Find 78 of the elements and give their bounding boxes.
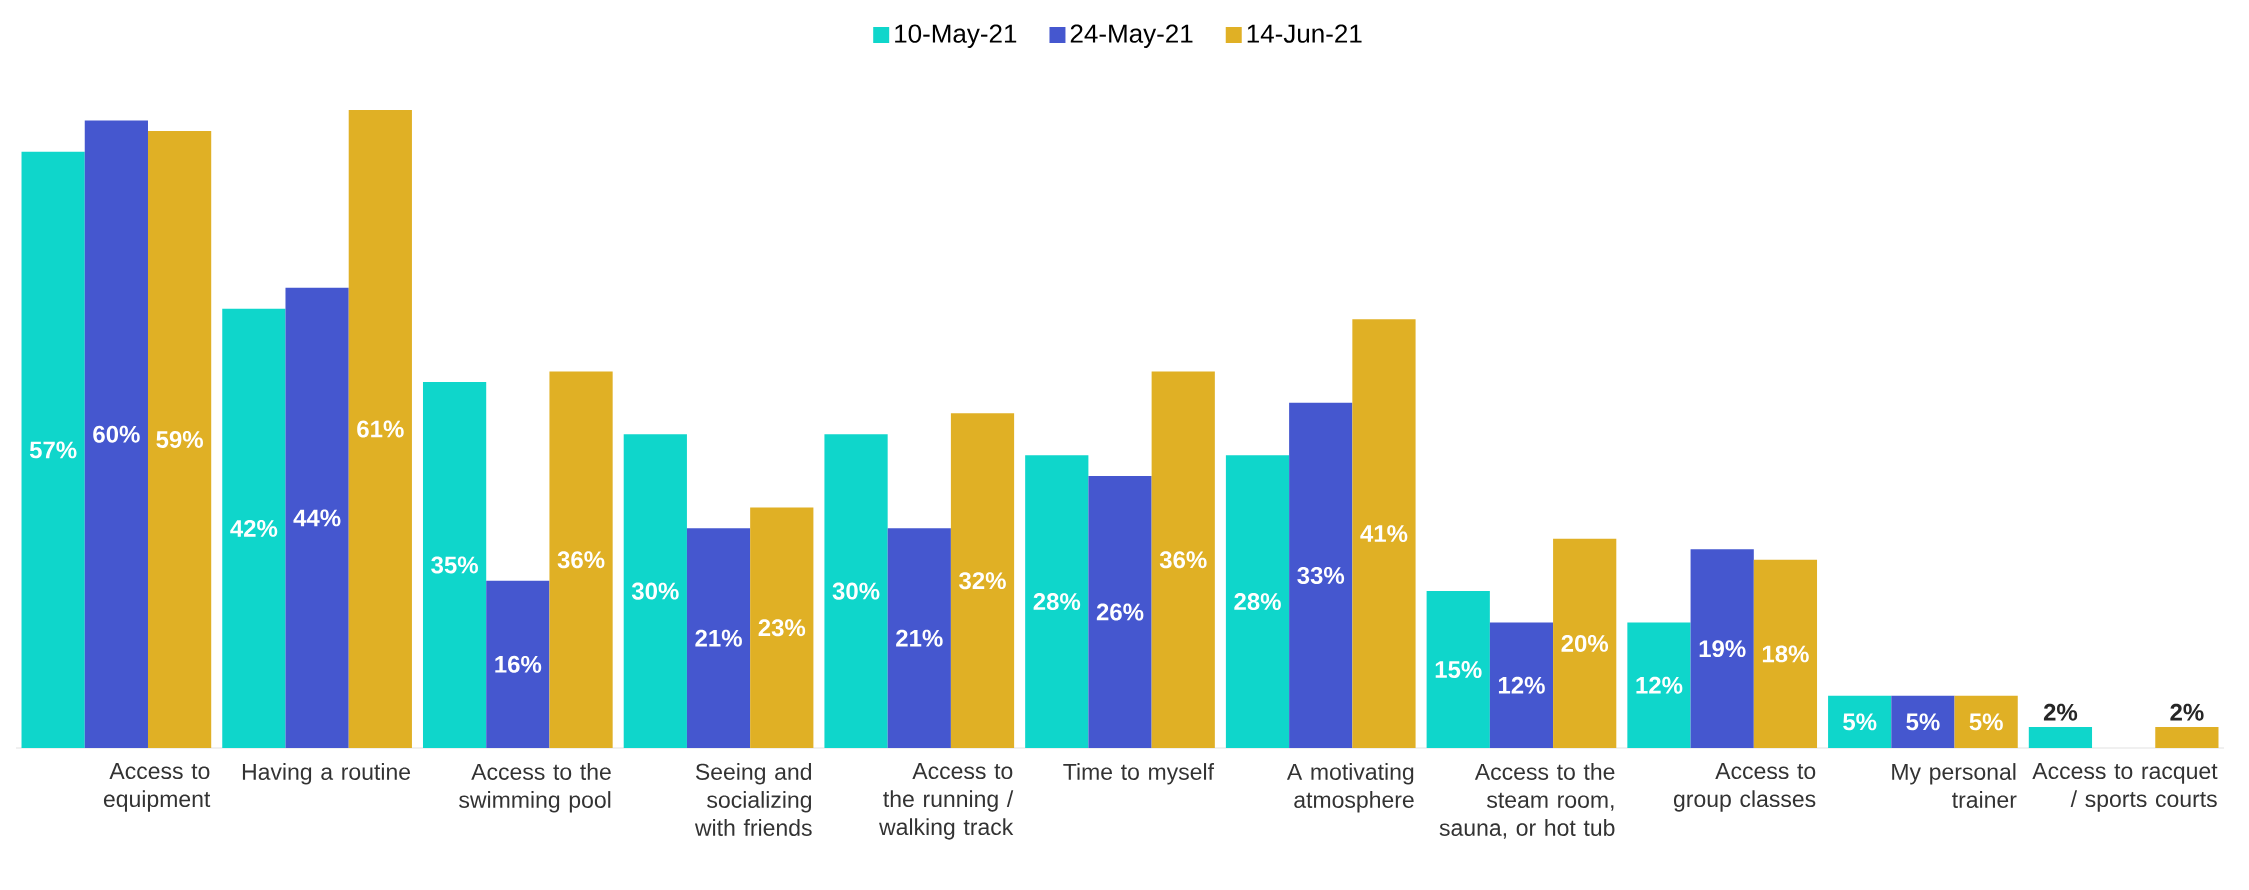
data-label: 42% xyxy=(230,519,278,537)
x-tick-label: Access to the running / walking track xyxy=(879,763,1014,840)
x-tick-label: Access to group classes xyxy=(1673,763,1816,812)
bar xyxy=(1289,402,1353,748)
data-label: 15% xyxy=(1435,661,1482,679)
bar xyxy=(285,287,349,748)
data-label: 21% xyxy=(896,629,943,647)
data-label: 33% xyxy=(1297,566,1345,584)
bar xyxy=(1627,622,1691,748)
bar xyxy=(1489,622,1554,748)
bar xyxy=(1225,455,1290,748)
x-tick-label: Access to the steam room, sauna, or hot tub xyxy=(1439,763,1615,839)
data-label: 57% xyxy=(29,441,77,459)
bar xyxy=(686,528,751,748)
data-label: 30% xyxy=(832,582,880,600)
data-label: 12% xyxy=(1636,676,1683,694)
x-tick-label: Seeing and socializing with friends xyxy=(694,763,812,836)
legend-label: 14-Jun-21 xyxy=(1247,24,1362,43)
bar xyxy=(348,110,412,748)
bar xyxy=(222,308,286,748)
bar xyxy=(950,413,1015,748)
data-label: 5% xyxy=(1843,713,1877,731)
data-label: 44% xyxy=(293,509,341,527)
bar xyxy=(750,507,814,748)
bar xyxy=(824,434,888,748)
bar xyxy=(1828,695,1892,748)
x-tick-label: A motivating atmosphere xyxy=(1286,763,1414,813)
x-tick-label: Time to myself xyxy=(1063,763,1215,785)
x-tick-label: Access to equipment xyxy=(103,763,211,812)
data-label: 35% xyxy=(431,556,478,574)
data-label: 2% xyxy=(2043,703,2078,721)
data-label: 18% xyxy=(1762,645,1809,663)
data-label: 60% xyxy=(93,425,140,443)
bar xyxy=(84,120,148,748)
data-label: 12% xyxy=(1498,676,1545,694)
x-tick-label: Having a routine xyxy=(242,763,411,785)
data-label: 28% xyxy=(1033,593,1081,611)
data-label: 36% xyxy=(1159,551,1207,569)
data-label: 5% xyxy=(1906,713,1940,731)
bar xyxy=(549,371,613,748)
bar xyxy=(1553,538,1617,748)
bar xyxy=(486,580,550,748)
x-tick-label: My personal trainer xyxy=(1892,763,2017,808)
legend-label: 24-May-21 xyxy=(1070,24,1193,48)
data-label: 59% xyxy=(156,430,203,448)
x-tick-label: Access to racquet / sports courts xyxy=(2032,763,2218,812)
bar xyxy=(422,381,487,748)
bar xyxy=(1352,319,1416,748)
data-label: 30% xyxy=(631,582,679,600)
bar xyxy=(1891,695,1955,748)
bar xyxy=(887,528,951,748)
data-label: 28% xyxy=(1234,593,1281,611)
bar xyxy=(1151,371,1215,748)
data-label: 21% xyxy=(695,629,742,647)
bar xyxy=(2028,727,2093,748)
bar xyxy=(1025,455,1089,748)
data-label: 32% xyxy=(959,572,1006,590)
data-label: 61% xyxy=(357,420,404,438)
bar xyxy=(1088,476,1152,748)
bar xyxy=(21,151,85,748)
x-tick-label: Access to the swimming pool xyxy=(459,763,611,813)
data-label: 41% xyxy=(1360,525,1408,543)
bar xyxy=(2155,727,2219,748)
data-label: 19% xyxy=(1699,640,1746,658)
data-label: 2% xyxy=(2170,703,2204,721)
bar xyxy=(623,434,687,748)
bar xyxy=(1426,591,1490,748)
data-label: 23% xyxy=(758,619,806,637)
bar xyxy=(1954,695,2018,748)
data-label: 16% xyxy=(495,655,542,673)
data-label: 20% xyxy=(1561,634,1609,652)
data-label: 5% xyxy=(1969,713,2003,731)
data-label: 26% xyxy=(1096,603,1144,621)
bar xyxy=(147,130,212,748)
legend-label: 10-May-21 xyxy=(895,24,1017,48)
bar xyxy=(1753,559,1818,748)
data-label: 36% xyxy=(557,551,605,569)
bar xyxy=(1690,549,1754,748)
